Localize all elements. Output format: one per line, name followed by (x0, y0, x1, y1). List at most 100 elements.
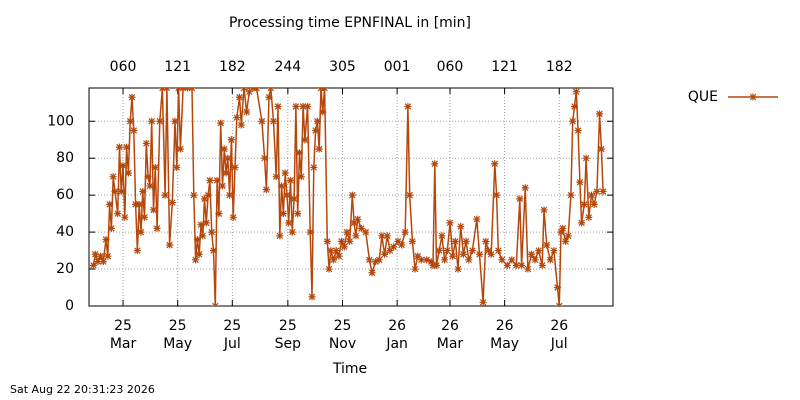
point-marker (348, 191, 356, 199)
point-marker (270, 117, 278, 125)
point-marker (449, 252, 457, 260)
point-marker (274, 102, 282, 110)
point-marker (498, 256, 506, 264)
point-marker (206, 176, 214, 184)
point-marker (188, 88, 196, 92)
point-marker (408, 237, 416, 245)
point-marker (137, 228, 145, 236)
point-marker (401, 228, 409, 236)
point-marker (433, 261, 441, 269)
x2-tick-label: 060 (437, 59, 464, 75)
point-marker (123, 143, 131, 151)
point-marker (149, 206, 157, 214)
point-marker (338, 237, 346, 245)
point-marker (227, 136, 235, 144)
point-marker (197, 221, 205, 229)
point-marker (99, 258, 107, 266)
point-marker (233, 114, 241, 122)
point-marker (546, 256, 554, 264)
y-tick-label: 100 (47, 113, 74, 129)
point-marker (281, 169, 289, 177)
point-marker (124, 169, 132, 177)
x2-tick-label: 121 (164, 59, 191, 75)
point-marker (593, 187, 601, 195)
point-marker (204, 191, 212, 199)
x-tick-label: 26 Jul (550, 318, 568, 352)
x-tick-label: 26 May (490, 318, 519, 352)
point-marker (512, 261, 520, 269)
legend-marker (749, 93, 757, 101)
point-marker (126, 117, 134, 125)
point-marker (146, 182, 154, 190)
point-marker (550, 247, 558, 255)
point-marker (261, 154, 269, 162)
point-marker (226, 191, 234, 199)
x-tick-label: 26 Mar (437, 318, 464, 352)
point-marker (580, 200, 588, 208)
series-line (92, 88, 604, 306)
point-marker (297, 173, 305, 181)
point-marker (596, 110, 604, 118)
point-marker (327, 247, 335, 255)
point-marker (210, 247, 218, 255)
point-marker (553, 284, 561, 292)
plot-border (88, 87, 614, 307)
point-marker (435, 247, 443, 255)
point-marker (218, 182, 226, 190)
point-marker (315, 145, 323, 153)
point-marker (503, 261, 511, 269)
point-marker (372, 258, 380, 266)
point-marker (133, 247, 141, 255)
point-marker (429, 261, 437, 269)
point-marker (491, 160, 499, 168)
point-marker (574, 126, 582, 134)
y-tick-label: 20 (56, 261, 74, 277)
point-marker (299, 102, 307, 110)
point-marker (192, 256, 200, 264)
point-marker (451, 237, 459, 245)
point-marker (224, 154, 232, 162)
point-marker (308, 293, 316, 301)
point-marker (135, 200, 143, 208)
point-marker (319, 108, 327, 116)
point-marker (267, 88, 275, 92)
point-marker (340, 243, 348, 251)
point-marker (357, 224, 365, 232)
point-marker (231, 163, 239, 171)
point-marker (258, 117, 266, 125)
plot-area (89, 88, 607, 306)
point-marker (487, 250, 495, 258)
y-tick-label: 0 (65, 298, 74, 314)
x2-tick-label: 121 (491, 59, 518, 75)
point-marker (148, 117, 156, 125)
point-marker (195, 250, 203, 258)
point-marker (570, 102, 578, 110)
x2-tick-label: 305 (329, 59, 356, 75)
point-marker (104, 252, 112, 260)
x-tick-label: 25 Jul (223, 318, 241, 352)
x2-tick-label: 001 (384, 59, 411, 75)
point-marker (128, 93, 136, 101)
point-marker (446, 219, 454, 227)
point-marker (564, 232, 572, 240)
point-marker (543, 241, 551, 249)
x-axis-label: Time (332, 361, 367, 377)
point-marker (417, 256, 425, 264)
point-marker (411, 265, 419, 273)
point-marker (201, 195, 209, 203)
chart-title: Processing time EPNFINAL in [min] (229, 15, 471, 31)
point-marker (166, 241, 174, 249)
point-marker (199, 232, 207, 240)
point-marker (438, 232, 446, 240)
point-marker (468, 247, 476, 255)
point-marker (295, 149, 303, 157)
point-marker (476, 250, 484, 258)
point-marker (313, 117, 321, 125)
point-marker (222, 169, 230, 177)
point-marker (443, 247, 451, 255)
point-marker (97, 252, 105, 260)
y-tick-label: 60 (56, 187, 74, 203)
point-marker (102, 235, 110, 243)
point-marker (482, 237, 490, 245)
